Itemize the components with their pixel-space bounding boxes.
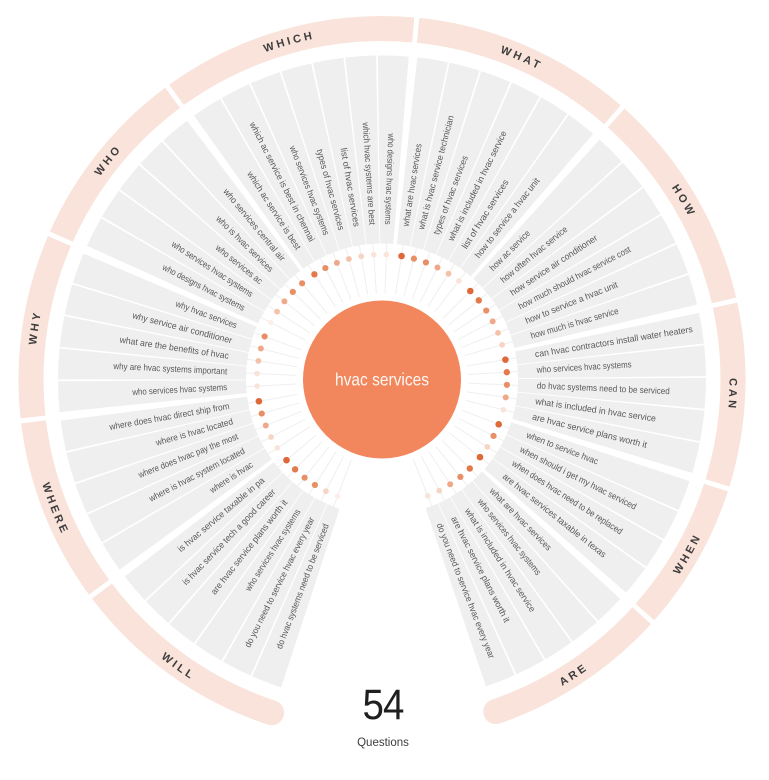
svg-text:hvac services: hvac services bbox=[335, 370, 429, 390]
svg-text:Questions: Questions bbox=[357, 737, 409, 749]
svg-text:CAN: CAN bbox=[725, 378, 738, 412]
svg-text:who designs hvac systems: who designs hvac systems bbox=[383, 132, 396, 225]
svg-text:54: 54 bbox=[363, 681, 404, 729]
